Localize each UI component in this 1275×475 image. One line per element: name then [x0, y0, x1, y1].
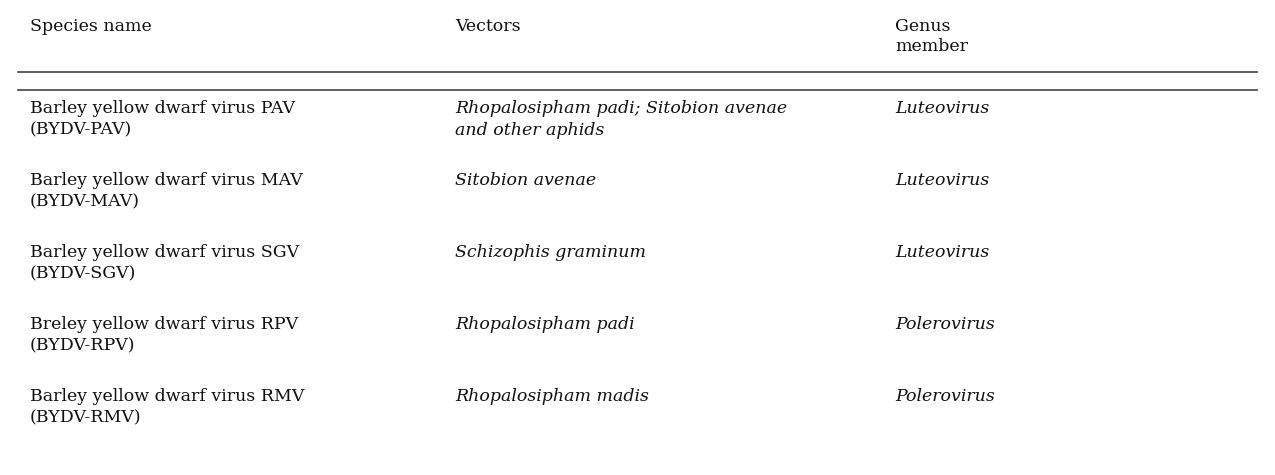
Text: Polerovirus: Polerovirus [895, 388, 994, 405]
Text: Rhopalosipham padi; Sitobion avenae
and other aphids: Rhopalosipham padi; Sitobion avenae and … [455, 100, 787, 139]
Text: Species name: Species name [31, 18, 152, 35]
Text: Schizophis graminum: Schizophis graminum [455, 244, 646, 261]
Text: Polerovirus: Polerovirus [895, 316, 994, 333]
Text: Luteovirus: Luteovirus [895, 100, 989, 117]
Text: Barley yellow dwarf virus RMV
(BYDV-RMV): Barley yellow dwarf virus RMV (BYDV-RMV) [31, 388, 305, 427]
Text: Rhopalosipham padi: Rhopalosipham padi [455, 316, 635, 333]
Text: Barley yellow dwarf virus MAV
(BYDV-MAV): Barley yellow dwarf virus MAV (BYDV-MAV) [31, 172, 302, 210]
Text: Rhopalosipham madis: Rhopalosipham madis [455, 388, 649, 405]
Text: Barley yellow dwarf virus PAV
(BYDV-PAV): Barley yellow dwarf virus PAV (BYDV-PAV) [31, 100, 295, 139]
Text: Vectors: Vectors [455, 18, 520, 35]
Text: Sitobion avenae: Sitobion avenae [455, 172, 597, 189]
Text: Breley yellow dwarf virus RPV
(BYDV-RPV): Breley yellow dwarf virus RPV (BYDV-RPV) [31, 316, 298, 354]
Text: Barley yellow dwarf virus SGV
(BYDV-SGV): Barley yellow dwarf virus SGV (BYDV-SGV) [31, 244, 300, 283]
Text: Genus
member: Genus member [895, 18, 968, 55]
Text: Luteovirus: Luteovirus [895, 172, 989, 189]
Text: Luteovirus: Luteovirus [895, 244, 989, 261]
